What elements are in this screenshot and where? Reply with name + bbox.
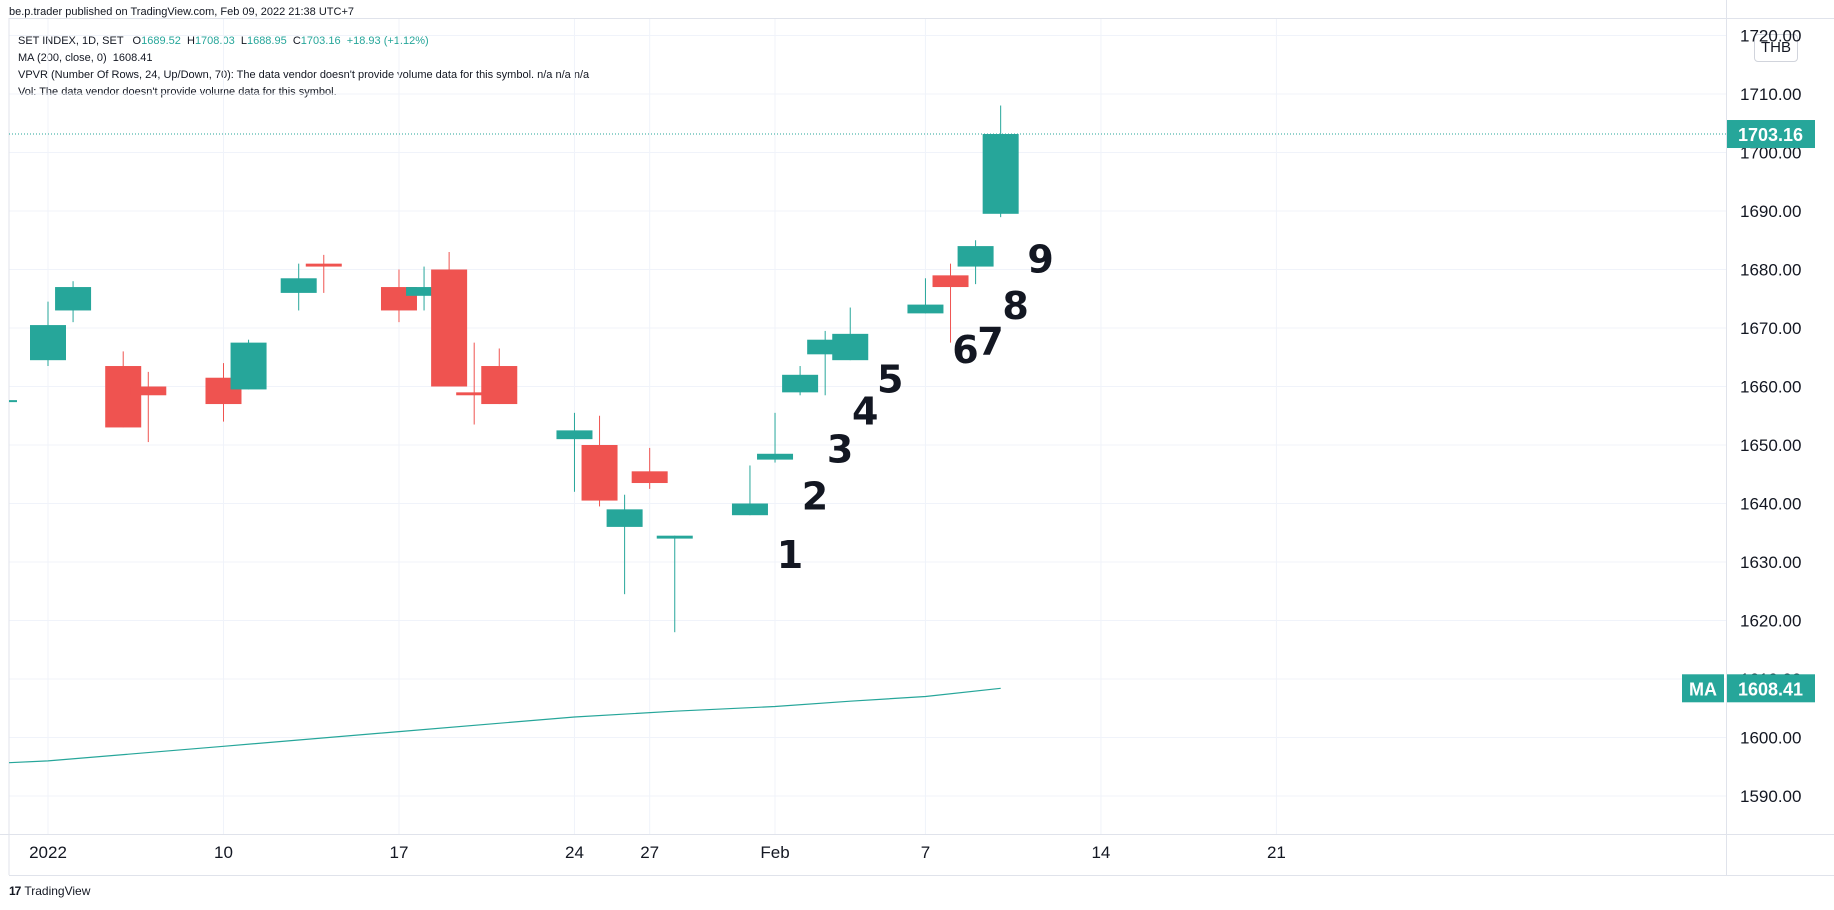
price-tick-label: 1670.00 (1740, 319, 1801, 338)
time-tick-label: 27 (640, 843, 659, 862)
candle-body-up (731, 503, 768, 516)
ohlc-legend-row: SET INDEX, 1D, SET O1689.52 H1708.03 L16… (18, 33, 589, 50)
tradingview-footer: 17 TradingView (9, 884, 90, 898)
count-annotation: 2 (802, 474, 828, 518)
candle-body-up (982, 134, 1019, 214)
vpvr-legend-row[interactable]: VPVR (Number Of Rows, 24, Up/Down, 70): … (18, 69, 590, 81)
close-value: 1703.16 (300, 35, 341, 47)
price-tick-label: 1700.00 (1740, 144, 1801, 163)
ma-value-label: 1608.41 (1738, 679, 1803, 699)
candle-body-up (782, 374, 819, 393)
time-tick-label: Feb (760, 843, 789, 862)
vol-legend-row[interactable]: Vol: The data vendor doesn't provide vol… (18, 86, 337, 98)
change-value: +18.93 (+1.12%) (346, 35, 429, 47)
candle-body-down (105, 366, 142, 428)
price-tick-label: 1680.00 (1740, 261, 1801, 280)
candle-body-up (757, 453, 794, 460)
published-header: be.p.trader published on TradingView.com… (9, 6, 354, 18)
count-annotation: 6 (952, 328, 978, 372)
currency-button[interactable]: THB (1754, 34, 1798, 62)
ma-name-badge (1682, 674, 1724, 703)
candle-body-down (481, 366, 518, 405)
tradingview-logo-icon: 17 (9, 884, 21, 898)
ma-value-badge (1727, 674, 1815, 703)
count-annotation: 4 (852, 390, 878, 434)
count-annotation: 3 (827, 428, 853, 472)
candle-body-up (556, 430, 593, 440)
candle-body-down (305, 263, 342, 267)
candle-body-down (456, 392, 493, 396)
candle-body-down (932, 275, 969, 288)
count-annotation: 9 (1027, 237, 1053, 281)
high-value: 1708.03 (194, 35, 235, 47)
last-price-badge (1727, 120, 1815, 149)
time-tick-label: 21 (1267, 843, 1286, 862)
candle-body-up (30, 325, 66, 361)
price-tick-label: 1600.00 (1740, 729, 1801, 748)
candle-body-down (431, 269, 468, 387)
ma-200-line (9, 687, 1001, 764)
time-tick-label: 7 (921, 843, 930, 862)
high-label: H (186, 35, 195, 47)
low-value: 1688.95 (246, 35, 287, 47)
price-tick-label: 1710.00 (1740, 85, 1801, 104)
price-tick-label: 1630.00 (1740, 553, 1801, 572)
candle-body-up (230, 342, 267, 390)
price-tick-label: 1720.00 (1740, 27, 1801, 46)
price-tick-label: 1660.00 (1740, 378, 1801, 397)
ma-legend-row[interactable]: MA (200, close, 0) 1608.41 (18, 50, 589, 67)
tradingview-brand: TradingView (24, 884, 91, 898)
open-label: O (132, 35, 142, 47)
symbol-label[interactable]: SET INDEX, 1D, SET (18, 35, 124, 47)
ma-name-label: MA (1689, 679, 1717, 699)
candle-body-up (907, 304, 944, 314)
chart-legend: SET INDEX, 1D, SET O1689.52 H1708.03 L16… (18, 33, 589, 101)
close-label: C (292, 35, 301, 47)
price-tick-label: 1590.00 (1740, 787, 1801, 806)
candle-body-down (581, 445, 618, 501)
last-price-label: 1703.16 (1738, 125, 1803, 145)
price-tick-label: 1620.00 (1740, 612, 1801, 631)
price-tick-label: 1640.00 (1740, 495, 1801, 514)
candle-body-down (130, 386, 167, 396)
time-tick-label: 2022 (29, 843, 67, 862)
time-tick-label: 14 (1091, 843, 1110, 862)
count-annotation: 7 (977, 319, 1003, 363)
count-annotation: 5 (877, 357, 903, 401)
ma-legend-value: 1608.41 (112, 52, 153, 64)
candle-body-up (55, 287, 92, 311)
time-tick-label: 10 (214, 843, 233, 862)
count-annotation: 8 (1002, 284, 1028, 328)
ma-legend-label: MA (200, close, 0) (18, 52, 107, 64)
candle-body-up (280, 278, 317, 293)
candle-body-down (631, 471, 668, 484)
price-tick-label: 1690.00 (1740, 202, 1801, 221)
count-annotation: 1 (777, 533, 803, 577)
candle-body-up (832, 333, 869, 361)
candle-body-up (656, 535, 693, 539)
time-tick-label: 17 (390, 843, 409, 862)
time-tick-label: 24 (565, 843, 584, 862)
candle-body-up (606, 509, 643, 527)
open-value: 1689.52 (141, 35, 181, 47)
low-label: L (240, 35, 247, 47)
candle-body-up (406, 287, 443, 296)
candle-body-up (957, 246, 994, 267)
price-tick-label: 1650.00 (1740, 436, 1801, 455)
